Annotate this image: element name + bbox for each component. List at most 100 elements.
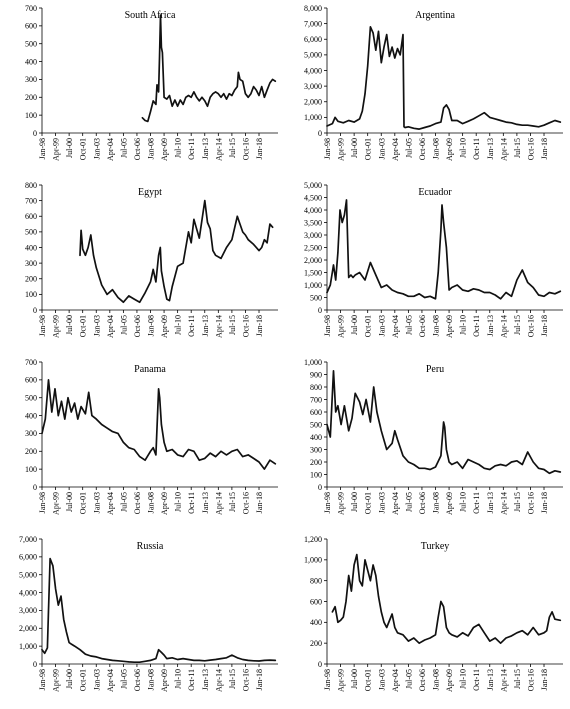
y-tick-label: 1,200 xyxy=(304,535,322,544)
x-tick-label: Oct-01 xyxy=(364,669,373,691)
y-tick-label: 200 xyxy=(25,447,37,456)
y-tick-label: 6,000 xyxy=(304,35,322,44)
y-tick-label: 0 xyxy=(33,129,37,138)
x-tick-label: Oct-06 xyxy=(133,315,142,337)
x-tick-label: Jan-08 xyxy=(147,315,156,336)
x-tick-label: Jan-98 xyxy=(323,492,332,513)
x-tick-label: Jan-13 xyxy=(201,669,210,690)
x-tick-label: Apr-04 xyxy=(391,138,400,161)
x-tick-label: Oct-11 xyxy=(472,669,481,691)
y-tick-label: 7,000 xyxy=(304,19,322,28)
y-tick-label: 1,000 xyxy=(304,358,322,367)
x-tick-label: Jan-13 xyxy=(201,138,210,159)
y-tick-label: 100 xyxy=(25,111,37,120)
x-tick-label: Apr-14 xyxy=(499,492,508,515)
x-tick-label: Jan-13 xyxy=(486,669,495,690)
y-tick-label: 0 xyxy=(33,660,37,669)
x-tick-label: Jan-03 xyxy=(92,492,101,513)
y-tick-label: 5,000 xyxy=(19,571,37,580)
x-tick-label: Oct-16 xyxy=(241,138,250,160)
x-tick-label: Apr-09 xyxy=(160,315,169,338)
x-tick-label: Jan-18 xyxy=(540,138,549,159)
x-tick-label: Apr-09 xyxy=(445,138,454,161)
chart-panel: Peru 0 100 200 300 400 500 600 700 800 900 1,000 Jan… xyxy=(285,354,570,531)
y-tick-label: 200 xyxy=(25,93,37,102)
chart-panel: Ecuador 0 500 1,000 1,500 2,000 2,500 3,000 3,50… xyxy=(285,177,570,354)
y-tick-label: 500 xyxy=(25,394,37,403)
y-tick-label: 3,000 xyxy=(304,82,322,91)
x-tick-label: Oct-16 xyxy=(526,138,535,160)
x-tick-label: Oct-11 xyxy=(472,138,481,160)
x-tick-label: Jan-13 xyxy=(201,492,210,513)
y-tick-label: 3,000 xyxy=(19,606,37,615)
y-tick-label: 2,000 xyxy=(19,624,37,633)
y-tick-label: 300 xyxy=(25,259,37,268)
y-tick-label: 600 xyxy=(25,212,37,221)
x-tick-label: Apr-04 xyxy=(391,315,400,338)
x-tick-label: Jan-08 xyxy=(432,669,441,690)
x-tick-label: Jan-03 xyxy=(92,138,101,159)
chart-panel: Argentina 0 1,000 2,000 3,000 4,000 5,000 6,000… xyxy=(285,0,570,177)
y-tick-label: 300 xyxy=(25,75,37,84)
chart-svg: Egypt 0 100 200 300 400 500 600 700 800 Jan-98 Apr-… xyxy=(25,181,278,338)
x-tick-label: Jan-08 xyxy=(432,492,441,513)
x-tick-label: Jul-05 xyxy=(119,492,128,512)
x-tick-label: Jan-03 xyxy=(92,315,101,336)
y-tick-label: 3,000 xyxy=(304,231,322,240)
y-tick-label: 200 xyxy=(25,275,37,284)
x-tick-label: Oct-01 xyxy=(364,315,373,337)
chart-title: Egypt xyxy=(138,187,162,198)
x-tick-label: Apr-04 xyxy=(106,492,115,515)
x-tick-label: Jan-18 xyxy=(255,138,264,159)
x-tick-label: Jul-00 xyxy=(350,669,359,689)
y-tick-label: 100 xyxy=(25,465,37,474)
y-tick-label: 600 xyxy=(25,376,37,385)
chart-svg: Panama 0 100 200 300 400 500 600 700 Jan-98 Apr-99… xyxy=(25,358,278,515)
y-tick-label: 0 xyxy=(318,483,322,492)
y-tick-label: 300 xyxy=(310,445,322,454)
y-tick-label: 900 xyxy=(310,370,322,379)
x-tick-label: Jan-18 xyxy=(255,492,264,513)
x-tick-label: Apr-14 xyxy=(214,315,223,338)
x-tick-label: Apr-04 xyxy=(106,315,115,338)
x-tick-label: Jan-03 xyxy=(377,138,386,159)
chart-title: Russia xyxy=(137,541,164,552)
x-tick-label: Jan-03 xyxy=(92,669,101,690)
y-tick-label: 0 xyxy=(33,306,37,315)
chart-panel: Panama 0 100 200 300 400 500 600 700 Jan-98 Apr-99… xyxy=(0,354,285,531)
chart-panel: Egypt 0 100 200 300 400 500 600 700 800 Jan-98 Apr-… xyxy=(0,177,285,354)
y-tick-label: 1,000 xyxy=(19,642,37,651)
x-tick-label: Oct-01 xyxy=(364,138,373,160)
x-tick-label: Jan-03 xyxy=(377,315,386,336)
y-tick-label: 5,000 xyxy=(304,181,322,190)
y-tick-label: 3,500 xyxy=(304,218,322,227)
x-tick-label: Jul-05 xyxy=(404,492,413,512)
y-tick-label: 4,000 xyxy=(304,206,322,215)
x-tick-label: Apr-09 xyxy=(445,669,454,692)
x-tick-label: Jul-15 xyxy=(228,315,237,335)
x-tick-label: Jan-98 xyxy=(323,138,332,159)
x-tick-label: Jan-13 xyxy=(486,492,495,513)
y-tick-label: 500 xyxy=(310,420,322,429)
y-tick-label: 800 xyxy=(310,576,322,585)
series-line xyxy=(331,553,562,645)
x-tick-label: Jan-13 xyxy=(201,315,210,336)
y-tick-label: 400 xyxy=(310,433,322,442)
x-tick-label: Oct-01 xyxy=(79,315,88,337)
y-tick-label: 6,000 xyxy=(19,553,37,562)
x-tick-label: Jan-13 xyxy=(486,315,495,336)
y-tick-label: 0 xyxy=(318,660,322,669)
x-tick-label: Jan-08 xyxy=(147,669,156,690)
x-tick-label: Jan-98 xyxy=(38,138,47,159)
y-tick-label: 500 xyxy=(25,40,37,49)
y-tick-label: 600 xyxy=(310,597,322,606)
x-tick-label: Oct-11 xyxy=(187,492,196,514)
x-tick-label: Apr-04 xyxy=(391,669,400,692)
x-tick-label: Apr-99 xyxy=(52,492,61,515)
x-tick-label: Oct-01 xyxy=(79,138,88,160)
x-tick-label: Jan-98 xyxy=(38,315,47,336)
y-tick-label: 700 xyxy=(25,4,37,13)
y-tick-label: 1,000 xyxy=(304,113,322,122)
y-tick-label: 400 xyxy=(25,243,37,252)
